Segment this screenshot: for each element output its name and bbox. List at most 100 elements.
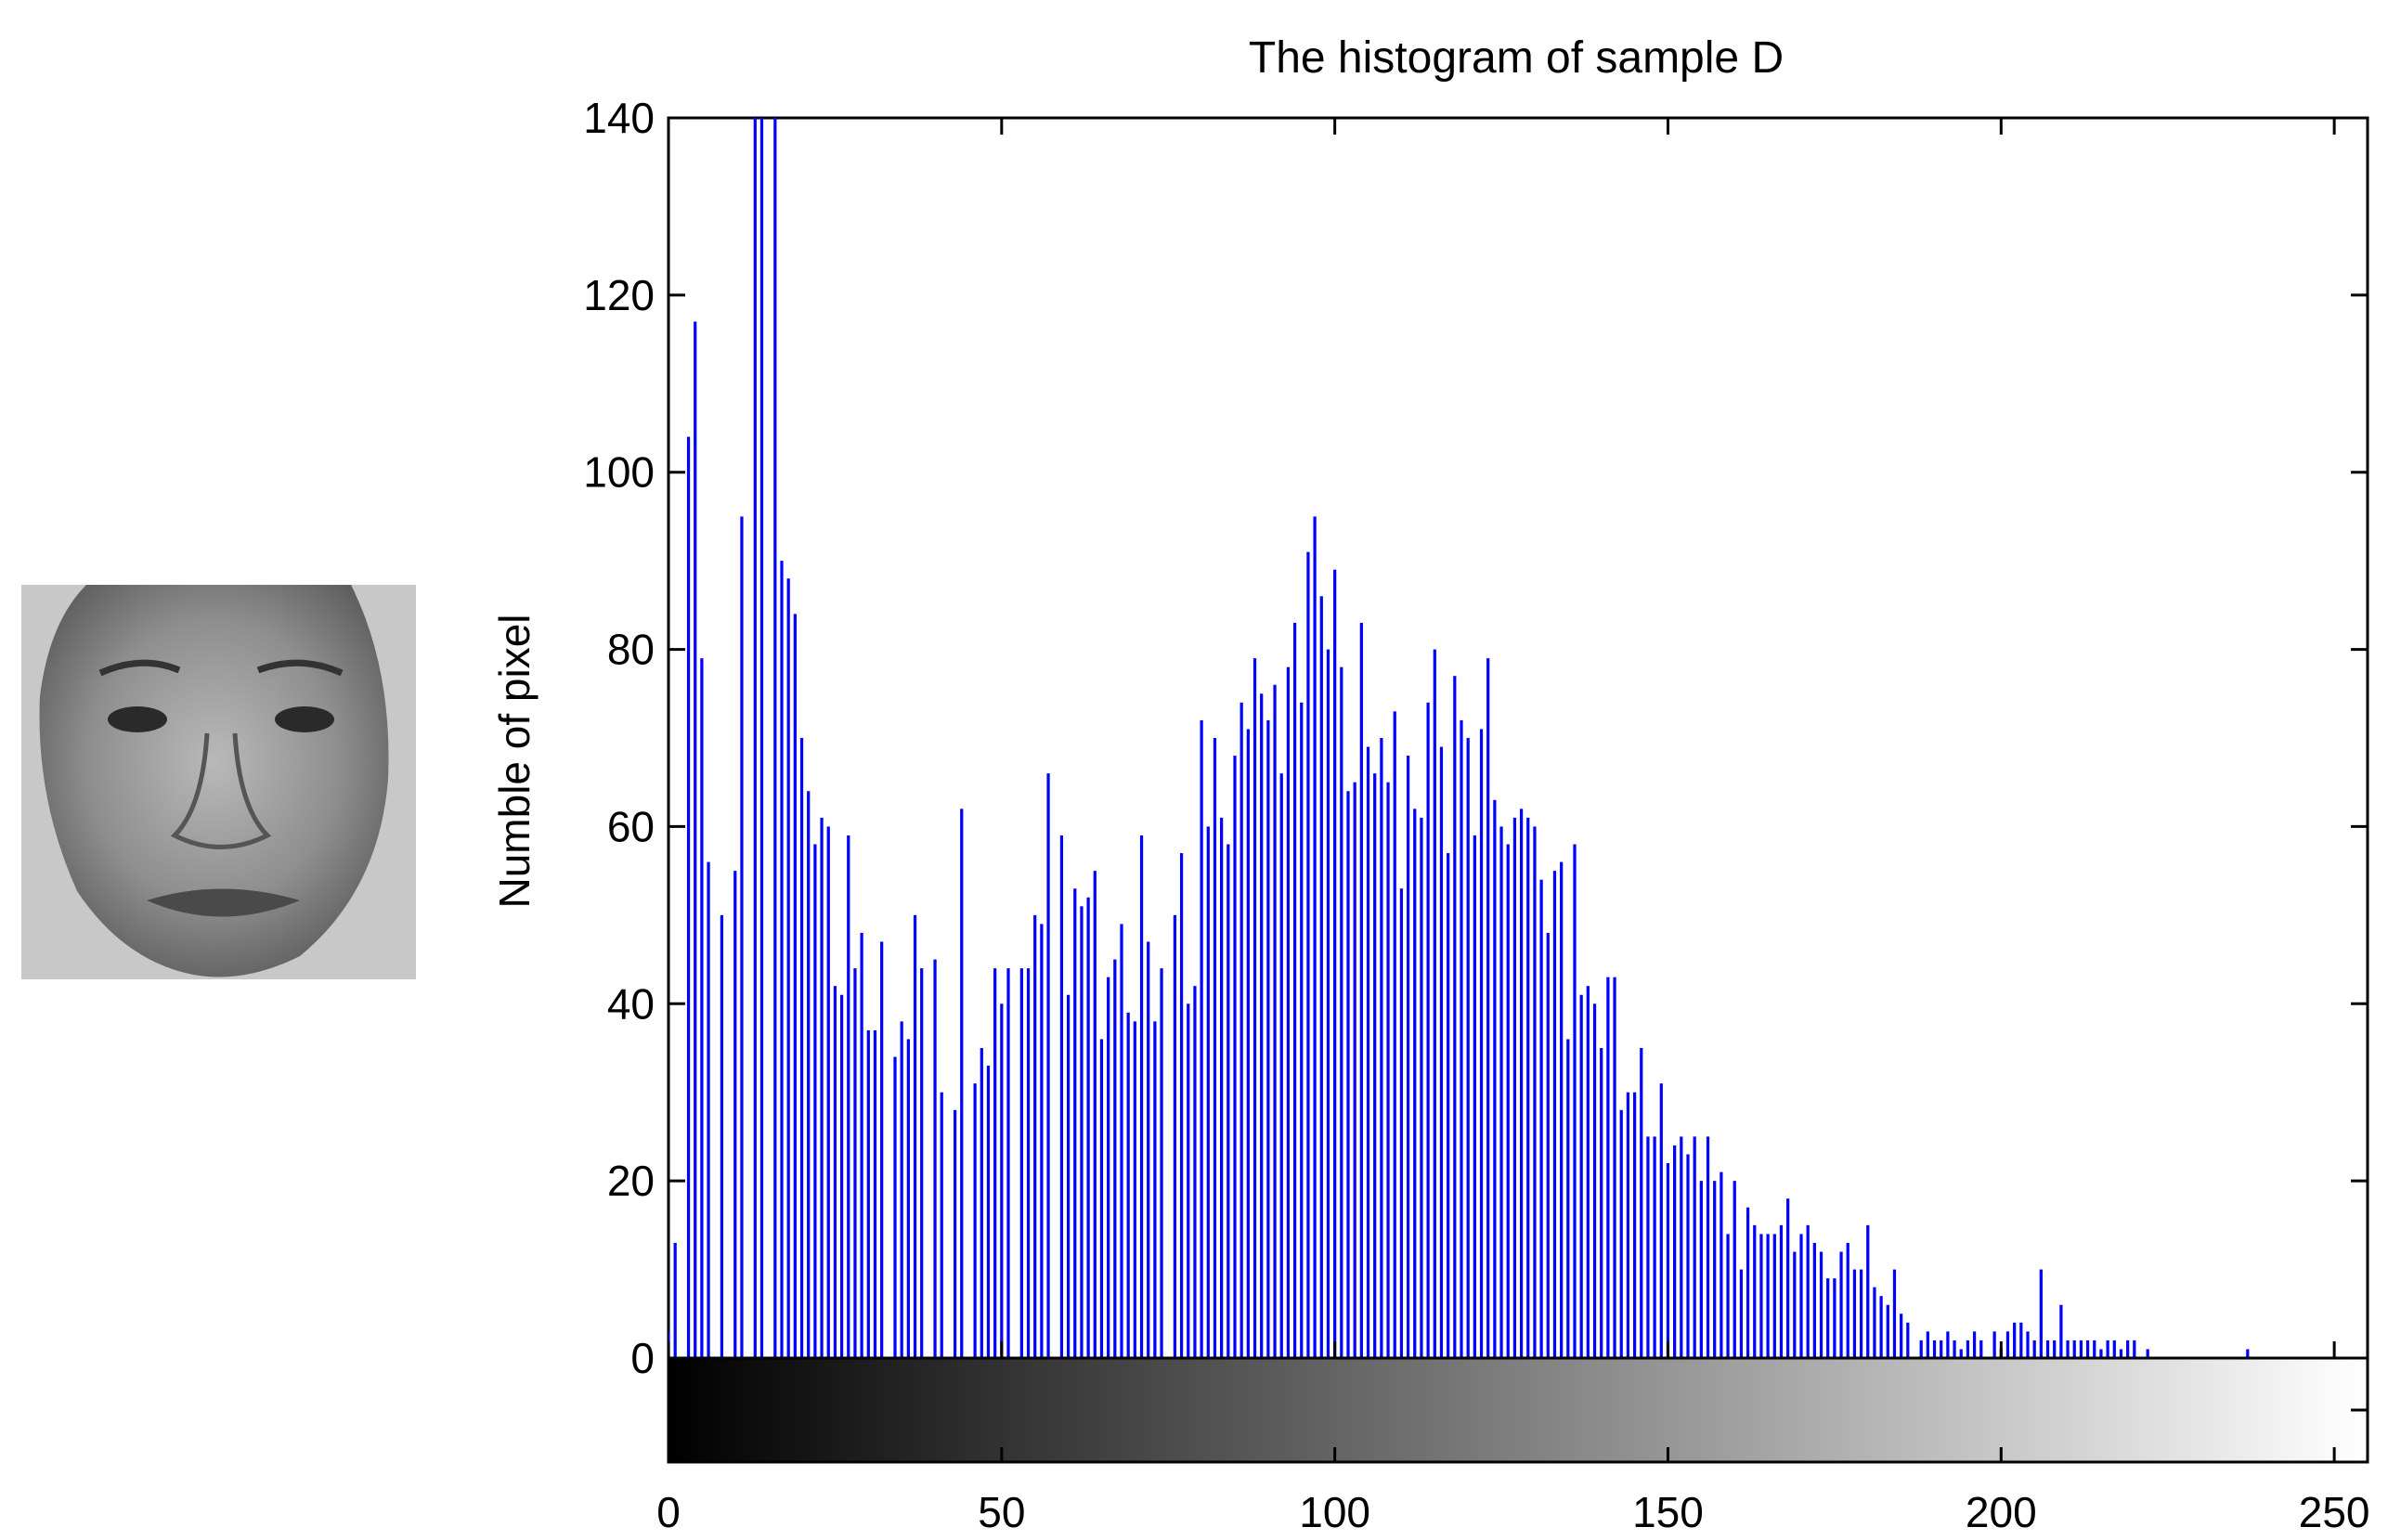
histogram-bar xyxy=(1080,906,1084,1358)
histogram-bar xyxy=(1992,1331,1996,1358)
histogram-bar xyxy=(2126,1339,2130,1358)
histogram-bar xyxy=(2112,1339,2116,1358)
histogram-bar xyxy=(1739,1269,1744,1358)
histogram-bar xyxy=(1040,924,1044,1358)
x-tick-label: 200 xyxy=(1966,1488,2037,1536)
y-tick-label: 120 xyxy=(583,271,655,319)
histogram-bar xyxy=(1519,809,1524,1358)
histogram-bar xyxy=(1533,826,1537,1358)
histogram-bar xyxy=(2039,1269,2043,1358)
axes-box xyxy=(667,116,2369,1360)
x-tick-label: 0 xyxy=(656,1488,681,1536)
histogram-bar xyxy=(1966,1339,1970,1358)
histogram-bar xyxy=(1279,773,1283,1358)
histogram-bar xyxy=(700,658,704,1358)
histogram-bar xyxy=(933,959,937,1358)
histogram-bar xyxy=(853,968,857,1358)
histogram-bar xyxy=(720,914,724,1358)
histogram-bar xyxy=(2093,1339,2096,1358)
axis-frame xyxy=(667,116,2369,1360)
histogram-bar xyxy=(1812,1242,1816,1358)
histogram-bar xyxy=(1972,1331,1977,1358)
histogram-bar xyxy=(1932,1339,1937,1358)
histogram-bar xyxy=(1653,1136,1656,1358)
histogram-bar xyxy=(1892,1269,1897,1358)
histogram-bar xyxy=(1066,994,1071,1358)
histogram-bar xyxy=(1506,844,1510,1358)
histogram-bar xyxy=(1447,853,1450,1358)
histogram-bar xyxy=(1859,1269,1863,1358)
histogram-bar xyxy=(1819,1251,1823,1358)
histogram-bar xyxy=(1873,1287,1876,1358)
histogram-bar xyxy=(1233,756,1237,1358)
histogram-bar xyxy=(2099,1349,2103,1358)
histogram-bar xyxy=(1632,1092,1637,1358)
face-thumbnail-image xyxy=(21,585,416,979)
histogram-bar xyxy=(2026,1331,2030,1358)
histogram-bar xyxy=(1753,1224,1757,1358)
histogram-bar xyxy=(2013,1322,2017,1358)
histogram-bar xyxy=(1420,817,1423,1358)
histogram-bar xyxy=(2119,1349,2123,1358)
histogram-bar xyxy=(2053,1339,2057,1358)
histogram-bar xyxy=(1626,1092,1630,1358)
histogram-bar xyxy=(1852,1269,1857,1358)
histogram-bar xyxy=(1252,658,1257,1358)
histogram-bar xyxy=(1453,676,1457,1358)
histogram-bar xyxy=(1439,746,1444,1358)
histogram-bar xyxy=(1673,1145,1677,1358)
histogram-bar xyxy=(1613,977,1616,1358)
y-tick-label: 140 xyxy=(583,94,655,142)
histogram-bar xyxy=(1153,1021,1157,1358)
histogram-bar xyxy=(1246,729,1250,1358)
histogram-bar xyxy=(1286,666,1291,1358)
histogram-bar xyxy=(1093,871,1097,1358)
histogram-bar xyxy=(1306,551,1310,1358)
histogram-bar xyxy=(820,817,824,1358)
histogram-bar xyxy=(1886,1304,1889,1358)
histogram-bar xyxy=(1733,1181,1736,1358)
histogram-bar xyxy=(1640,1048,1643,1358)
histogram-bar xyxy=(1353,782,1356,1358)
histogram-bar xyxy=(1606,977,1610,1358)
histogram-bar xyxy=(1273,684,1277,1358)
y-axis-label: Numble of pixel xyxy=(490,614,539,908)
histogram-bar xyxy=(1666,1163,1670,1358)
histogram-bar xyxy=(1539,879,1543,1358)
histogram-bar xyxy=(1926,1331,1929,1358)
histogram-bar xyxy=(1099,1039,1104,1358)
histogram-bar xyxy=(1107,977,1110,1358)
histogram-bar xyxy=(1187,1003,1190,1358)
histogram-bar xyxy=(940,1092,943,1358)
histogram-bar xyxy=(1433,649,1436,1358)
histogram-bar xyxy=(1586,986,1590,1358)
histogram-bar xyxy=(1499,826,1503,1358)
histogram-bar xyxy=(839,994,844,1358)
histogram-bar xyxy=(1779,1224,1784,1358)
histogram-bar xyxy=(1766,1234,1770,1358)
histogram-bar xyxy=(780,561,784,1358)
histogram-bar xyxy=(1699,1181,1703,1358)
x-tick-label: 250 xyxy=(2299,1488,2370,1536)
histogram-bar xyxy=(973,1083,977,1358)
histogram-bar xyxy=(1359,622,1363,1358)
histogram-bar xyxy=(2246,1349,2250,1358)
histogram-bar xyxy=(1793,1251,1797,1358)
histogram-bar xyxy=(1046,773,1050,1358)
histogram-bar xyxy=(893,1056,897,1358)
histogram-bar xyxy=(1340,666,1343,1358)
histogram-bar xyxy=(953,1109,957,1358)
histogram-bar xyxy=(1786,1198,1790,1358)
histogram-bar xyxy=(1019,968,1023,1358)
histogram-bar xyxy=(980,1048,983,1358)
histogram-bar xyxy=(847,835,850,1358)
histogram-bar xyxy=(1579,994,1583,1358)
histogram-bar xyxy=(1460,719,1463,1358)
histogram-bar xyxy=(960,809,964,1358)
histogram-bar xyxy=(1386,782,1390,1358)
histogram-bar xyxy=(740,516,744,1358)
histogram-bar xyxy=(1879,1296,1883,1358)
histogram-bar xyxy=(807,791,811,1358)
histogram-bar xyxy=(1000,1003,1004,1358)
